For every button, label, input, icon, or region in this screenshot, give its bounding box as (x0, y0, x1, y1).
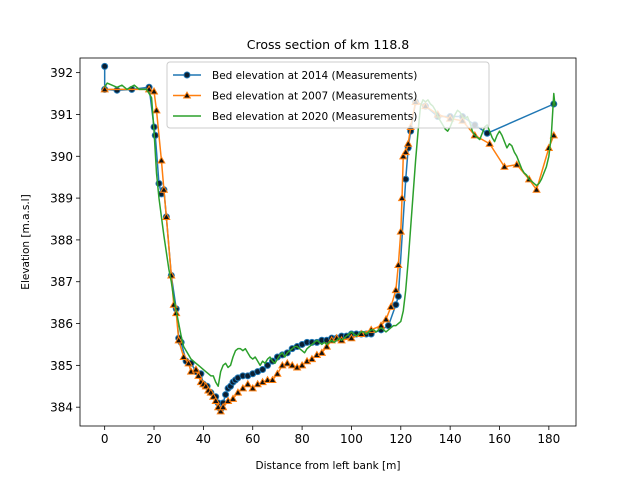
data-point-2007 (206, 388, 216, 396)
y-tick-label: 389 (50, 192, 73, 206)
x-tick-label: 160 (488, 432, 511, 446)
data-point-2007 (194, 371, 203, 379)
data-point-2007 (287, 360, 297, 369)
legend-label: Bed elevation at 2007 (Measurements) (212, 91, 417, 103)
x-tick-label: 0 (101, 432, 109, 446)
x-axis-ticks: 0 20 40 60 80 100 120 140 160 180 (101, 426, 560, 446)
data-point-2014 (402, 175, 410, 183)
data-point-2007 (381, 314, 391, 323)
data-point-2014 (259, 366, 267, 374)
data-point-2007 (394, 260, 403, 269)
y-tick-label: 390 (50, 150, 73, 164)
data-point-2007 (317, 348, 327, 356)
legend-label: Bed elevation at 2014 (Measurements) (212, 70, 417, 82)
y-tick-label: 386 (50, 317, 73, 331)
data-point-2007 (512, 160, 522, 168)
plot-border (79, 57, 577, 427)
data-point-2007 (248, 383, 257, 392)
legend-label: Bed elevation at 2020 (Measurements) (212, 111, 417, 123)
data-point-2007 (347, 333, 356, 342)
data-point-2007 (184, 358, 193, 367)
legend-entry: Bed elevation at 2014 (Measurements) (173, 70, 417, 82)
x-axis-label: Distance from left bank [m] (256, 460, 401, 472)
data-point-2014 (392, 301, 400, 309)
data-point-2007 (268, 375, 277, 384)
data-point-2007 (191, 365, 201, 373)
y-tick-label: 388 (50, 233, 73, 247)
data-point-2007 (322, 342, 332, 350)
data-point-2007 (174, 335, 183, 344)
data-point-2014 (264, 361, 272, 369)
x-tick-label: 60 (245, 432, 260, 446)
data-point-2007 (283, 358, 292, 367)
data-point-2007 (297, 360, 307, 369)
data-point-2007 (238, 383, 248, 392)
data-point-2007 (100, 84, 109, 93)
data-point-2007 (201, 381, 211, 390)
data-point-2007 (182, 91, 192, 99)
data-point-2007 (149, 87, 159, 95)
data-point-2014 (101, 62, 109, 70)
y-axis-label: Elevation [m.a.s.l] (20, 194, 32, 289)
x-tick-label: 20 (146, 432, 161, 446)
y-tick-label: 392 (50, 66, 73, 80)
data-point-2007 (152, 105, 161, 114)
data-point-2007 (263, 375, 272, 384)
data-point-2007 (532, 185, 541, 193)
data-point-2014 (113, 86, 121, 94)
y-tick-label: 387 (50, 275, 73, 289)
data-point-2007 (233, 388, 243, 396)
data-point-2007 (500, 162, 509, 170)
data-point-2007 (228, 394, 238, 402)
data-point-2014 (384, 322, 392, 330)
data-point-2014 (151, 131, 159, 139)
x-tick-label: 180 (537, 432, 560, 446)
legend-box (166, 61, 490, 129)
data-point-2007 (243, 379, 253, 388)
x-tick-label: 120 (389, 432, 412, 446)
y-tick-label: 384 (50, 401, 73, 415)
data-point-2007 (216, 406, 225, 415)
data-point-2014 (394, 292, 402, 300)
legend-entry: Bed elevation at 2007 (Measurements) (173, 91, 417, 103)
data-point-2007 (396, 227, 406, 235)
x-tick-label: 40 (196, 432, 211, 446)
x-tick-label: 80 (294, 432, 309, 446)
data-point-2007 (485, 139, 494, 147)
data-point-2007 (386, 302, 396, 310)
data-point-2007 (391, 285, 401, 294)
data-point-2014 (222, 391, 230, 399)
data-point-2007 (401, 147, 410, 156)
data-point-2007 (307, 354, 317, 363)
legend-entry: Bed elevation at 2020 (Measurements) (173, 111, 417, 123)
data-point-2007 (179, 352, 188, 361)
y-tick-label: 391 (50, 108, 73, 122)
legend: Bed elevation at 2014 (Measurements) Bed … (166, 61, 490, 129)
data-point-2014 (183, 71, 191, 79)
data-point-2007 (213, 402, 223, 411)
data-point-2007 (157, 156, 166, 164)
data-point-2007 (208, 392, 218, 400)
data-point-2007 (273, 369, 282, 377)
x-tick-label: 140 (439, 432, 462, 446)
data-point-2007 (211, 396, 220, 404)
data-point-2007 (162, 212, 171, 220)
x-tick-label: 100 (340, 432, 363, 446)
data-point-2007 (397, 193, 407, 202)
data-point-2007 (403, 139, 413, 147)
data-point-2007 (399, 151, 408, 160)
chart-title: Cross section of km 118.8 (247, 37, 409, 52)
data-point-2007 (159, 185, 169, 193)
data-point-2007 (218, 402, 228, 411)
y-tick-label: 385 (50, 359, 73, 373)
y-axis-ticks: 384 385 386 387 388 389 390 391 392 (50, 66, 80, 415)
